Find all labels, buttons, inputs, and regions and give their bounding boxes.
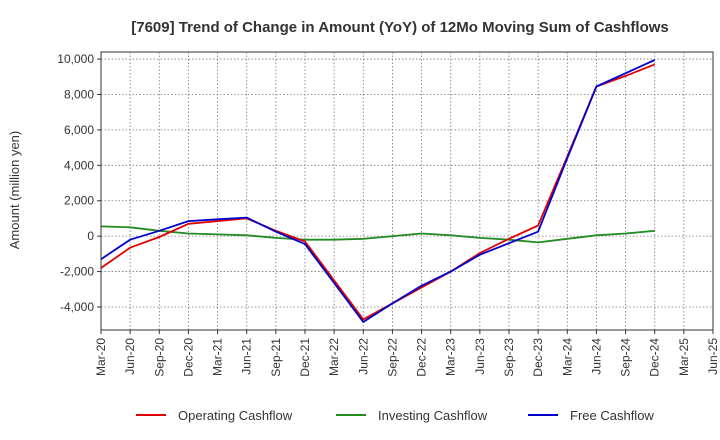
legend: Operating Cashflow Investing Cashflow Free… bbox=[136, 408, 654, 423]
x-tick-label: Dec-22 bbox=[415, 338, 429, 377]
x-tick-label: Sep-22 bbox=[385, 338, 399, 377]
x-tick-label: Jun-23 bbox=[473, 338, 487, 375]
x-tick-label: Dec-20 bbox=[181, 338, 195, 377]
y-tick-label: 2,000 bbox=[64, 194, 94, 208]
series-line-investing-cashflow bbox=[100, 225, 655, 244]
x-tick-label: Jun-25 bbox=[706, 338, 720, 375]
x-tick-label: Jun-21 bbox=[240, 338, 254, 375]
x-tick-label: Mar-23 bbox=[444, 338, 458, 376]
x-tick-label: Sep-21 bbox=[269, 338, 283, 377]
x-tick-label: Mar-20 bbox=[94, 338, 108, 376]
chart-title: [7609] Trend of Change in Amount (YoY) o… bbox=[131, 19, 669, 36]
x-tick-label: Dec-24 bbox=[648, 338, 662, 377]
y-tick-label: 6,000 bbox=[64, 123, 94, 137]
x-tick-label: Jun-22 bbox=[356, 338, 370, 375]
legend-label: Free Cashflow bbox=[570, 408, 654, 423]
y-tick-label: -2,000 bbox=[60, 265, 94, 279]
x-tick-label: Jun-20 bbox=[123, 338, 137, 375]
series-layer bbox=[100, 59, 656, 323]
y-tick-label: 10,000 bbox=[57, 52, 94, 66]
y-tick-label: 4,000 bbox=[64, 158, 94, 172]
x-tick-label: Sep-23 bbox=[502, 338, 516, 377]
grid bbox=[100, 52, 714, 330]
y-tick-label: 0 bbox=[87, 229, 94, 243]
x-tick-label: Sep-24 bbox=[619, 338, 633, 377]
series-line-free-cashflow bbox=[100, 59, 656, 323]
legend-label: Investing Cashflow bbox=[378, 408, 488, 423]
x-tick-label: Mar-24 bbox=[560, 338, 574, 376]
x-tick-label: Mar-22 bbox=[327, 338, 341, 376]
x-tick-label: Mar-25 bbox=[677, 338, 691, 376]
x-tick-label: Jun-24 bbox=[589, 338, 603, 375]
y-tick-label: 8,000 bbox=[64, 87, 94, 101]
plot-frame bbox=[100, 51, 714, 331]
legend-label: Operating Cashflow bbox=[178, 408, 293, 423]
x-ticks: Mar-20 Jun-20 Sep-20 Dec-20 Mar-21 Jun-21 Sep-… bbox=[94, 330, 720, 377]
series-line-operating-cashflow bbox=[100, 63, 656, 321]
y-axis-label: Amount (million yen) bbox=[7, 131, 22, 250]
x-tick-label: Sep-20 bbox=[152, 338, 166, 377]
y-tick-label: -4,000 bbox=[60, 300, 94, 314]
x-tick-label: Dec-23 bbox=[531, 338, 545, 377]
y-ticks: 10,000 8,000 6,000 4,000 2,000 0 -2,000 -4,000 bbox=[57, 52, 101, 314]
x-tick-label: Dec-21 bbox=[298, 338, 312, 377]
x-tick-label: Mar-21 bbox=[211, 338, 225, 376]
